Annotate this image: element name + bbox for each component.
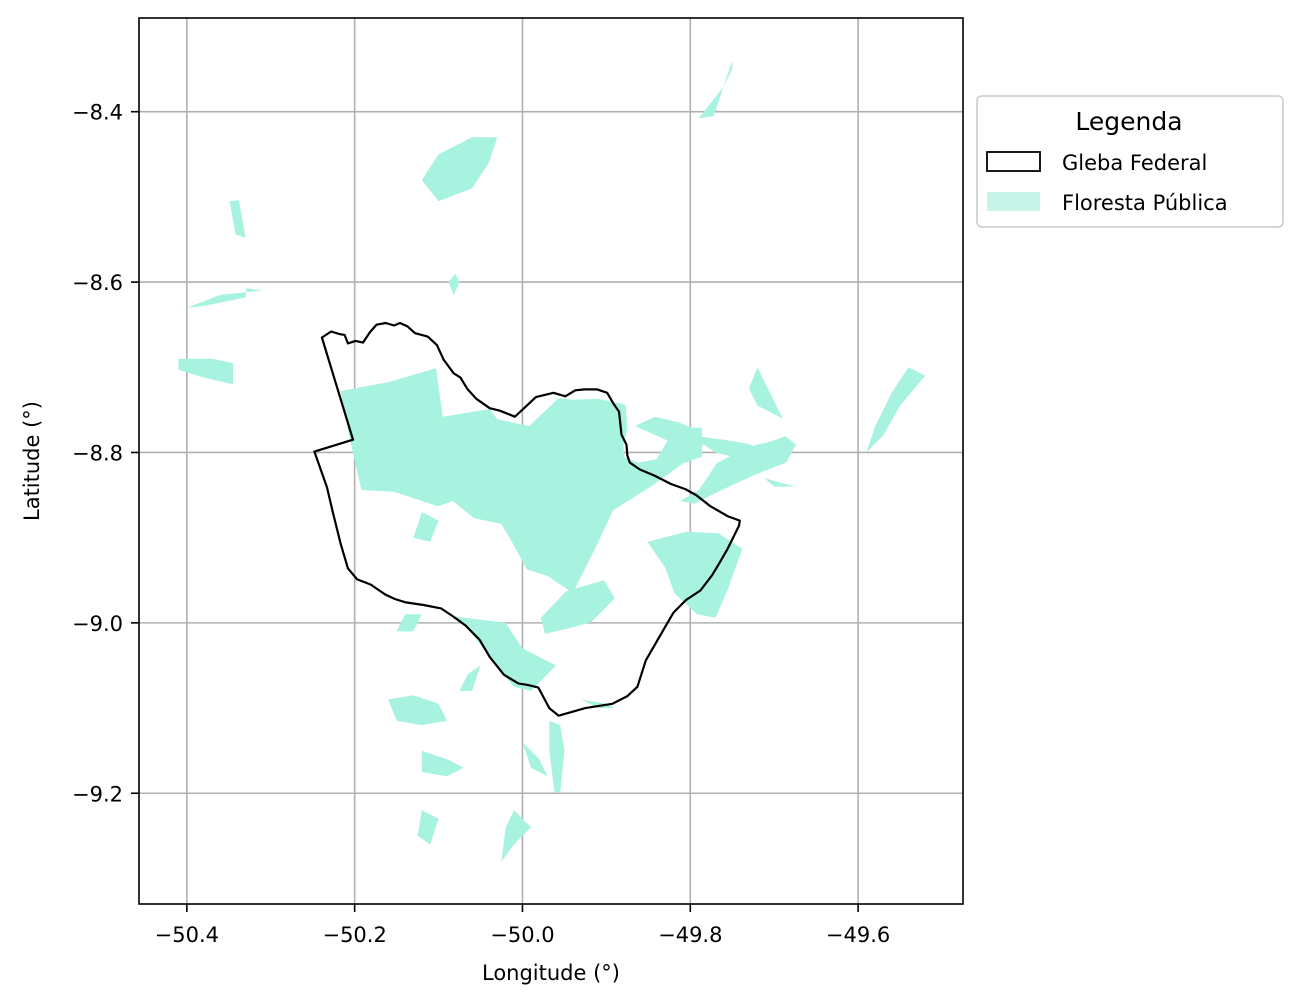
floresta-publica-polygon: [229, 200, 246, 238]
x-tick-label: −50.0: [490, 923, 554, 947]
floresta-publica-polygon: [647, 531, 743, 618]
floresta-publica-polygon: [680, 436, 796, 504]
floresta-publica-polygon: [186, 288, 263, 308]
floresta-publica-polygon: [866, 367, 926, 453]
floresta-publica-polygon: [421, 750, 464, 777]
floresta-publica-polygon: [634, 416, 708, 449]
floresta-publica-polygon: [388, 695, 447, 726]
legend-frame: [976, 95, 1284, 228]
x-tick-label: −50.2: [322, 923, 386, 947]
y-axis-label: Latitude (°): [20, 401, 44, 521]
floresta-publica-polygon: [749, 367, 783, 419]
floresta-publica-polygon: [396, 614, 422, 632]
floresta-publica-polygon: [690, 435, 766, 461]
floresta-publica-polygon: [421, 137, 498, 202]
legend-title: Legenda: [1075, 107, 1182, 136]
floresta-publica-polygon: [448, 273, 460, 295]
legend-swatch-gleba: [986, 151, 1041, 172]
legend-swatch-forest: [987, 192, 1040, 211]
forest-layer: [178, 60, 926, 862]
floresta-publica-polygon: [340, 368, 702, 593]
y-tick-label: −9.2: [72, 782, 123, 806]
y-tick-label: −8.4: [72, 101, 123, 125]
legend: Legenda Gleba Federal Floresta Pública: [976, 95, 1284, 228]
x-tick-label: −49.8: [658, 923, 722, 947]
legend-label-forest: Floresta Pública: [1062, 191, 1228, 215]
floresta-publica-polygon: [522, 742, 548, 777]
floresta-publica-polygon: [549, 720, 565, 794]
legend-label-gleba: Gleba Federal: [1062, 151, 1207, 175]
floresta-publica-polygon: [178, 358, 233, 385]
floresta-publica-polygon: [417, 810, 439, 845]
y-ticks: −8.4 −8.6 −8.8 −9.0 −9.2: [72, 101, 139, 806]
gleba-layer: [313, 321, 741, 717]
y-tick-label: −9.0: [72, 612, 123, 636]
floresta-publica-polygon: [540, 580, 615, 634]
y-tick-label: −8.8: [72, 441, 123, 465]
x-axis-label: Longitude (°): [482, 961, 620, 985]
floresta-publica-polygon: [459, 665, 481, 691]
x-tick-label: −49.6: [826, 923, 890, 947]
gleba-federal-boundary: [313, 321, 741, 717]
floresta-publica-polygon: [413, 512, 439, 542]
y-tick-label: −8.6: [72, 271, 123, 295]
x-tick-label: −50.4: [155, 923, 219, 947]
floresta-publica-polygon: [431, 613, 556, 691]
x-ticks: −50.4 −50.2 −50.0 −49.8 −49.6: [155, 904, 890, 947]
floresta-publica-polygon: [501, 810, 531, 862]
plot-frame: [138, 17, 964, 905]
floresta-publica-polygon: [698, 60, 733, 119]
floresta-publica-polygon: [581, 699, 615, 709]
floresta-publica-polygon: [764, 478, 796, 487]
